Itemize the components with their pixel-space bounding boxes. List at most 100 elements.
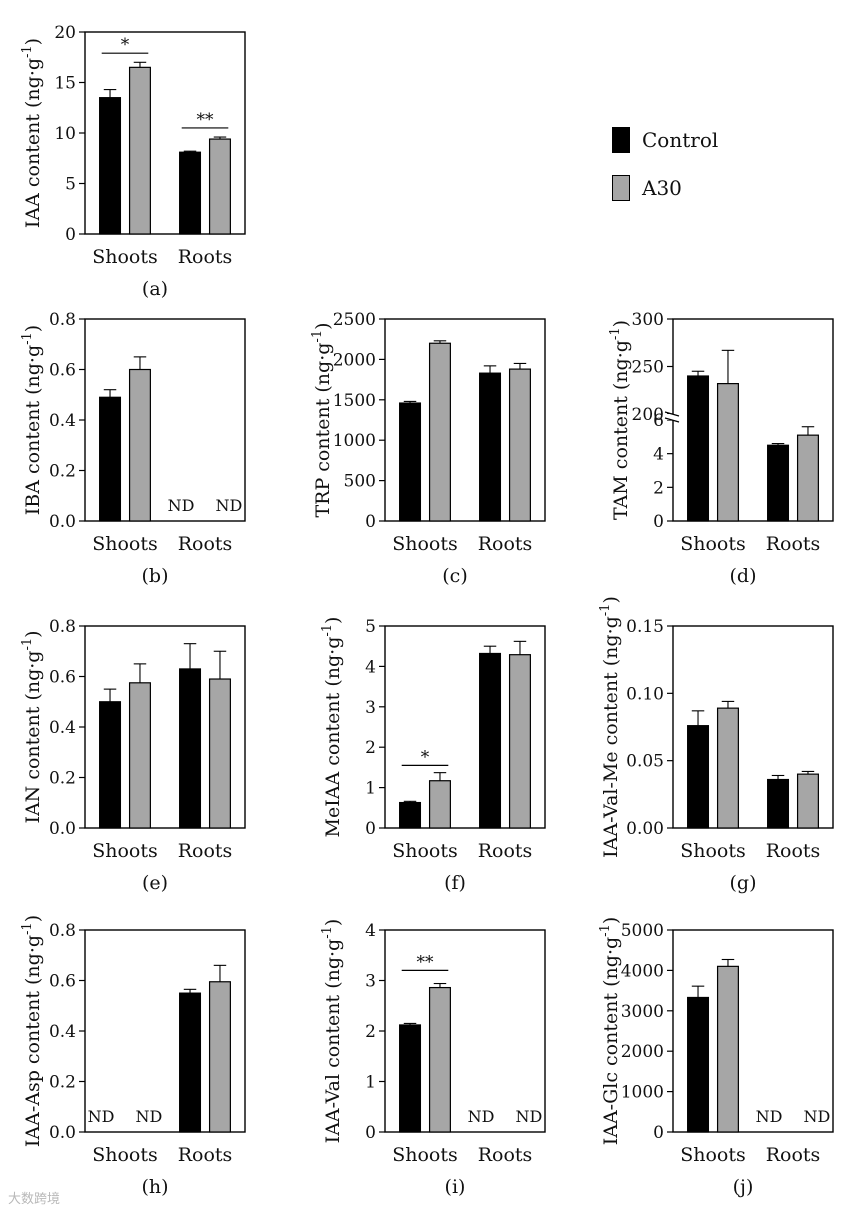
y-axis-label-superscript: -1	[20, 45, 35, 58]
bar-control-shoots	[99, 396, 122, 522]
y-axis-label-close: )	[22, 325, 44, 332]
y-tick-label: 15	[54, 74, 76, 94]
significance-label: **	[417, 952, 435, 972]
bar-a30-roots	[508, 368, 531, 522]
y-tick-label: 0.4	[49, 718, 76, 738]
nd-label: ND	[516, 1107, 543, 1126]
y-tick-label: 0.8	[49, 921, 76, 941]
x-category-label: Roots	[766, 1144, 821, 1166]
y-axis-label-superscript: -1	[20, 638, 35, 651]
y-tick-label: 1	[365, 1073, 376, 1093]
y-axis-label: IAN content (ng·g-1)	[20, 630, 44, 823]
x-category-label: Roots	[478, 1144, 533, 1166]
y-axis-label-main: IBA content (ng·g	[22, 345, 44, 515]
axis-break-mark	[664, 417, 680, 423]
bar-control-shoots	[399, 1024, 422, 1133]
y-axis-label-main: IAA content (ng·g	[22, 58, 44, 228]
bar-a30-shoots	[428, 342, 451, 522]
watermark-text: 大数跨境	[8, 1192, 61, 1207]
y-tick-label: 4000	[621, 961, 664, 981]
y-axis-label: IAA content (ng·g-1)	[20, 38, 44, 228]
y-axis-label-superscript: -1	[20, 332, 35, 345]
panel-label: (b)	[142, 565, 169, 587]
bar-control-roots	[767, 778, 790, 829]
nd-label: ND	[136, 1107, 163, 1126]
y-tick-label: 4	[365, 657, 376, 677]
bar-a30-shoots	[716, 383, 739, 522]
bar-control-shoots	[687, 375, 710, 522]
y-tick-label: 0	[365, 819, 376, 839]
plot-frame	[384, 318, 546, 522]
bar-a30-roots	[796, 773, 819, 829]
nd-label: ND	[88, 1107, 115, 1126]
x-category-label: Roots	[478, 533, 533, 555]
x-category-label: Shoots	[92, 246, 158, 268]
legend: Control A30	[612, 126, 718, 222]
chart-panel-i: 0 1 2 3 4 ND ND ** Shoots Roots (i) IAA-Val content…	[320, 919, 546, 1198]
x-category-label: Roots	[478, 840, 533, 862]
bar-a30-shoots	[428, 986, 451, 1133]
y-axis-label-close: )	[312, 322, 334, 329]
y-tick-label: 0	[653, 512, 664, 532]
y-tick-label: 0.0	[49, 512, 76, 532]
y-axis-label: IAA-Val content (ng·g-1)	[320, 919, 344, 1144]
y-tick-label: 5	[365, 617, 376, 637]
bar-a30-shoots	[716, 707, 739, 829]
y-axis-label-close: )	[322, 617, 344, 624]
bar-control-roots	[479, 652, 502, 829]
x-category-label: Roots	[178, 1144, 233, 1166]
y-tick-label: 4	[365, 921, 376, 941]
y-axis-label-main: TAM content (ng·g	[610, 340, 632, 520]
y-axis-label: IAA-Val-Me content (ng·g-1)	[598, 596, 622, 858]
significance-label: **	[197, 110, 215, 130]
nd-label: ND	[168, 496, 195, 515]
bar-control-shoots	[687, 996, 710, 1133]
y-tick-label: 3	[365, 972, 376, 992]
y-tick-label: 0.05	[626, 752, 664, 772]
panel-label: (i)	[445, 1176, 466, 1198]
bar-control-shoots	[99, 701, 122, 829]
y-axis-label-superscript: -1	[608, 327, 623, 340]
y-axis-label-superscript: -1	[20, 922, 35, 935]
y-tick-label: 0.2	[49, 462, 76, 482]
significance-label: *	[421, 747, 430, 767]
chart-panel-e: 0.0 0.2 0.4 0.6 0.8 Shoots Roots (e) IAN content…	[20, 617, 246, 894]
bar-a30-roots	[208, 138, 231, 235]
y-axis-label-main: IAA-Glc content (ng·g	[600, 937, 622, 1145]
y-tick-label: 4	[653, 445, 664, 465]
x-category-label: Shoots	[680, 840, 746, 862]
y-tick-label: 0.0	[49, 819, 76, 839]
y-tick-label: 10	[54, 124, 76, 144]
y-tick-label: 3	[365, 698, 376, 718]
y-tick-label: 6	[653, 411, 664, 431]
y-tick-label: 1500	[333, 391, 376, 411]
y-tick-label: 1000	[333, 431, 376, 451]
y-tick-label: 500	[344, 472, 376, 492]
y-axis-label-close: )	[22, 38, 44, 45]
x-category-label: Roots	[766, 840, 821, 862]
bar-control-roots	[767, 444, 790, 522]
x-category-label: Shoots	[392, 1144, 458, 1166]
y-axis-label-superscript: -1	[320, 624, 335, 637]
y-tick-label: 200	[632, 405, 664, 425]
nd-label: ND	[756, 1107, 783, 1126]
y-tick-label: 0.8	[49, 310, 76, 330]
y-axis-label-superscript: -1	[598, 604, 613, 617]
x-category-label: Shoots	[392, 533, 458, 555]
x-category-label: Roots	[178, 246, 233, 268]
x-category-label: Shoots	[392, 840, 458, 862]
chart-panel-j: 0 1000 2000 3000 4000 5000 ND ND Shoots Roots (j) I…	[598, 917, 834, 1198]
bar-control-roots	[179, 151, 202, 235]
y-axis-label-main: IAA-Val content (ng·g	[322, 939, 344, 1144]
y-tick-label: 2000	[621, 1042, 664, 1062]
bar-a30-roots	[208, 981, 231, 1133]
y-tick-label: 0.4	[49, 411, 76, 431]
y-tick-label: 0.4	[49, 1022, 76, 1042]
x-category-label: Roots	[766, 533, 821, 555]
y-tick-label: 0.2	[49, 769, 76, 789]
y-axis-label-close: )	[600, 596, 622, 603]
panel-label: (g)	[730, 872, 757, 894]
chart-panel-g: 0.00 0.05 0.10 0.15 Shoots Roots (g) IAA-Val-Me…	[598, 596, 834, 894]
x-category-label: Shoots	[92, 1144, 158, 1166]
